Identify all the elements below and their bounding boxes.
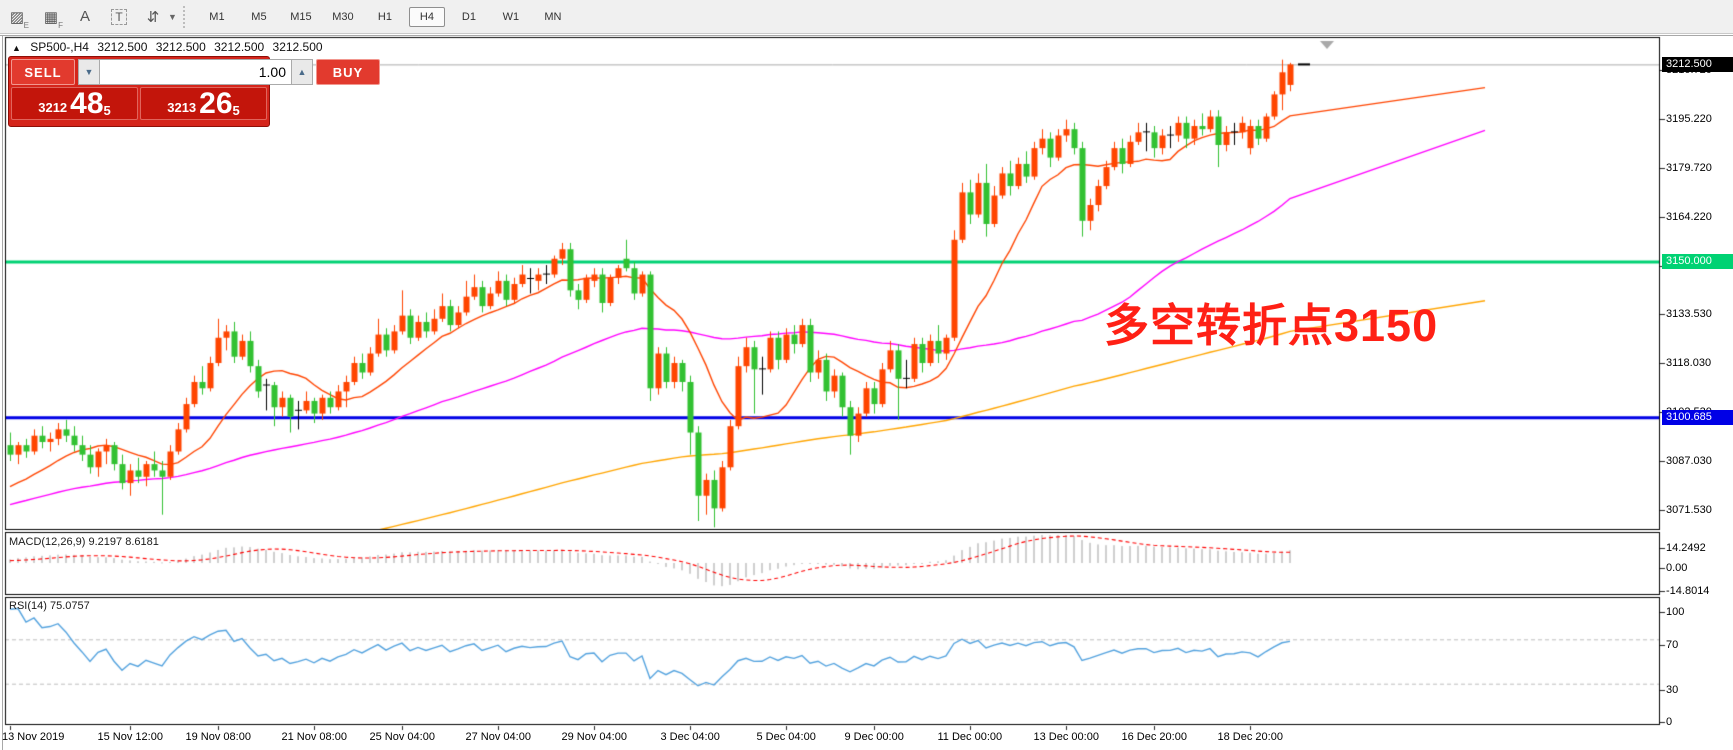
- indicator-axis-label: -14.8014: [1666, 585, 1710, 597]
- rsi-label: RSI(14) 75.0757: [9, 600, 90, 612]
- price-tick-label: 3133.530: [1666, 307, 1712, 320]
- high-value: 3212.500: [155, 40, 206, 54]
- volume-input[interactable]: [100, 59, 291, 85]
- buy-price-display[interactable]: 3213 26 5: [140, 87, 267, 120]
- indicator-axis-label: 0.00: [1666, 562, 1688, 574]
- time-axis-label: 3 Dec 04:00: [660, 731, 720, 743]
- symbol-period-label: SP500-,H4: [30, 40, 89, 54]
- volume-stepper: ▼ ▲: [78, 59, 313, 85]
- sell-button[interactable]: SELL: [11, 59, 75, 85]
- close-value: 3212.500: [272, 40, 323, 54]
- open-value: 3212.500: [97, 40, 148, 54]
- volume-increase-button[interactable]: ▲: [291, 59, 313, 85]
- rsi-value: 75.0757: [49, 600, 90, 612]
- indicator-axis-label: 30: [1666, 684, 1679, 696]
- price-tick-label: 3118.030: [1666, 356, 1712, 369]
- indicator-axis-label: 14.2492: [1666, 542, 1706, 554]
- support-price-label: 3100.685: [1662, 410, 1733, 426]
- time-axis-label: 5 Dec 04:00: [756, 731, 816, 743]
- price-tick-label: 3071.530: [1666, 503, 1712, 516]
- time-axis-label: 27 Nov 04:00: [465, 731, 531, 743]
- indicator-axis-label: 70: [1666, 639, 1679, 651]
- buy-price-big: 26: [199, 87, 233, 120]
- resistance-price-label: 3150.000: [1662, 254, 1733, 270]
- time-axis-label: 13 Dec 00:00: [1033, 731, 1099, 743]
- volume-decrease-button[interactable]: ▼: [78, 59, 100, 85]
- chart-ohlc-header: ▲ SP500-,H4 3212.500 3212.500 3212.500 3…: [12, 40, 328, 54]
- macd-signal-value: 8.6181: [125, 536, 159, 548]
- time-axis-label: 16 Dec 20:00: [1121, 731, 1187, 743]
- price-tick-label: 3179.720: [1666, 161, 1712, 174]
- time-axis-label: 11 Dec 00:00: [937, 731, 1003, 743]
- time-axis-label: 9 Dec 00:00: [844, 731, 904, 743]
- indicator-axis-label: 100: [1666, 606, 1685, 618]
- time-axis-label: 21 Nov 08:00: [281, 731, 347, 743]
- buy-price-small: 3213: [167, 100, 197, 115]
- macd-label: MACD(12,26,9) 9.2197 8.6181: [9, 536, 159, 548]
- current-price-label: 3212.500: [1662, 56, 1733, 72]
- one-click-collapse-icon[interactable]: ▲: [12, 43, 21, 53]
- time-axis-label: 19 Nov 08:00: [185, 731, 251, 743]
- price-tick-label: 3164.220: [1666, 210, 1712, 223]
- time-axis-label: 15 Nov 12:00: [97, 731, 163, 743]
- time-axis-label: 18 Dec 20:00: [1217, 731, 1283, 743]
- time-axis-label: 25 Nov 04:00: [369, 731, 435, 743]
- buy-price-sup: 5: [232, 103, 240, 118]
- chart-annotation-text: 多空转折点3150: [1104, 300, 1439, 351]
- sell-price-big: 48: [70, 87, 104, 120]
- price-tick-label: 3087.030: [1666, 454, 1712, 467]
- sell-price-sup: 5: [103, 103, 111, 118]
- buy-button[interactable]: BUY: [316, 59, 380, 85]
- sell-price-small: 3212: [38, 100, 68, 115]
- low-value: 3212.500: [214, 40, 265, 54]
- time-axis-label: 13 Nov 2019: [2, 731, 65, 743]
- indicator-axis-label: 0: [1666, 716, 1673, 728]
- macd-main-value: 9.2197: [88, 536, 123, 548]
- price-tick-label: 3195.220: [1666, 113, 1712, 125]
- time-axis-label: 29 Nov 04:00: [561, 731, 627, 743]
- sell-price-display[interactable]: 3212 48 5: [11, 87, 138, 120]
